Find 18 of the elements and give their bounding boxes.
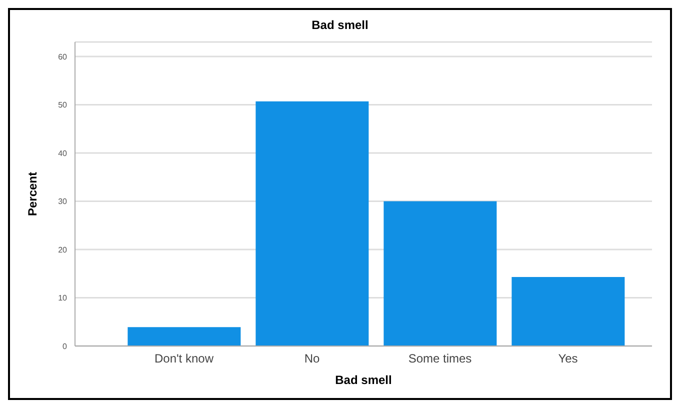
y-tick-label: 30 [58,197,68,206]
y-tick-label: 10 [58,294,68,303]
y-axis-title: Percent [25,172,40,216]
y-tick-label: 50 [58,100,68,110]
y-tick-label: 20 [58,245,68,254]
bar [256,101,369,346]
y-tick-label: 40 [58,148,68,158]
x-tick-label: Don't know [154,352,214,366]
x-tick-label: Some times [408,352,472,366]
x-tick-label: No [304,352,320,366]
bar [128,327,241,346]
y-tick-label: 60 [58,52,68,62]
x-tick-label: Yes [558,352,578,366]
bar [512,276,625,346]
x-axis-title: Bad smell [335,373,392,387]
bar [384,201,497,346]
chart-title: Bad smell [310,18,370,32]
y-tick-label: 0 [62,342,68,351]
